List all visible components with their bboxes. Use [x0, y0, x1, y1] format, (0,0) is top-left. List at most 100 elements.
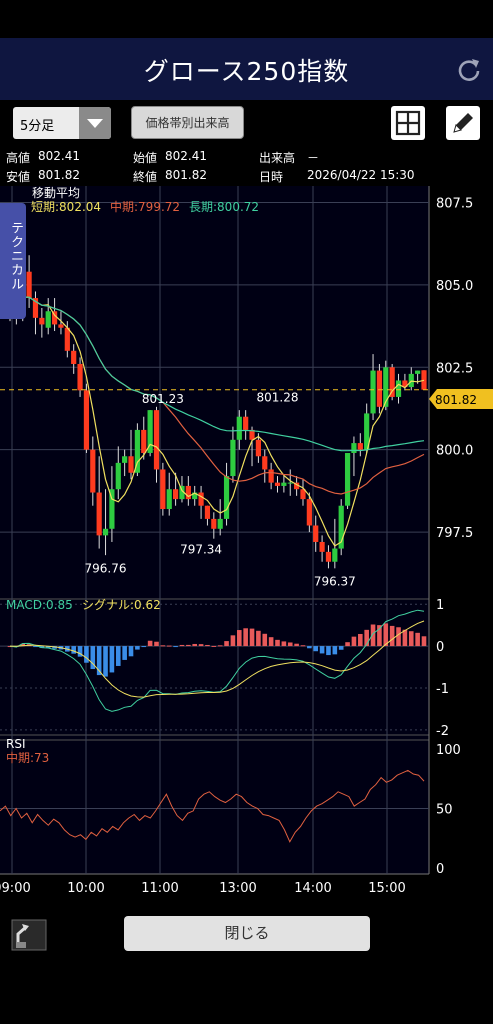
macd-histogram-bar — [294, 643, 299, 647]
candle-body — [204, 505, 211, 519]
rotate-screen-icon[interactable] — [10, 918, 48, 952]
candle-body — [122, 456, 128, 463]
x-tick-label: 14:00 — [294, 881, 331, 896]
macd-histogram-bar — [211, 645, 217, 647]
candle-body — [90, 449, 96, 493]
macd-histogram-bar — [287, 642, 293, 647]
macd-histogram-bar — [96, 646, 102, 676]
candle-body — [268, 469, 274, 483]
candle-body — [325, 551, 332, 562]
current-price-label: 801.82 — [435, 393, 477, 407]
candle-body — [153, 410, 160, 470]
candle-body — [287, 482, 293, 484]
candle-body — [173, 489, 179, 500]
technical-side-tab-label: テクニカル — [8, 221, 23, 291]
macd-histogram-bar — [39, 646, 45, 648]
high-value: 802.41 — [38, 149, 80, 163]
technical-side-tab[interactable]: テクニカル — [0, 203, 26, 319]
candle-body — [147, 410, 153, 453]
macd-histogram-bar — [77, 646, 83, 657]
current-price-tag: 801.82 — [429, 389, 493, 409]
macd-histogram-bar — [326, 646, 331, 656]
candle-body — [370, 370, 376, 414]
macd-histogram-bar — [45, 646, 51, 648]
interval-select[interactable]: 5分足 — [13, 107, 111, 139]
candle-body — [262, 456, 268, 470]
candle-body — [83, 390, 90, 450]
candle-body — [192, 492, 198, 500]
price-tick-label: 802.5 — [436, 361, 473, 376]
ma-long-legend: 長期:800.72 — [189, 200, 259, 214]
macd-histogram-bar — [396, 627, 401, 647]
candle-body — [128, 456, 134, 473]
chart-toolbar: 5分足 価格帯別出来高 — [0, 100, 493, 146]
price-tick-label: 797.5 — [436, 526, 473, 541]
macd-histogram-bar — [319, 646, 325, 654]
open-value: 802.41 — [165, 149, 207, 163]
price-info-panel: 高値 802.41 始値 802.41 出来高 － 安値 801.82 終値 8… — [0, 146, 430, 186]
candle-body — [255, 439, 261, 457]
macd-histogram-bar — [173, 646, 178, 648]
macd-histogram-bar — [192, 643, 198, 647]
candle-body — [71, 350, 77, 364]
signal-legend: シグナル:0.62 — [82, 598, 161, 612]
candle-body — [415, 370, 421, 374]
macd-histogram-bar — [141, 646, 147, 648]
candle-body — [389, 367, 395, 397]
candle-body — [338, 505, 344, 549]
macd-histogram-bar — [307, 646, 312, 649]
macd-histogram-bar — [186, 644, 191, 647]
pencil-icon[interactable] — [446, 106, 480, 140]
macd-histogram-bar — [217, 645, 223, 647]
candle-body — [351, 443, 357, 453]
rsi-legend: 中期:73 — [6, 750, 49, 765]
macd-histogram-bar — [351, 636, 357, 647]
macd-histogram-bar — [243, 628, 248, 647]
macd-histogram-bar — [160, 645, 166, 647]
macd-histogram-bar — [370, 624, 376, 647]
price-annotation: 801.28 — [257, 390, 299, 404]
macd-histogram-bar — [262, 633, 268, 647]
candle-body — [96, 492, 102, 536]
macd-histogram-bar — [389, 625, 395, 647]
close-button[interactable]: 閉じる — [124, 916, 370, 951]
candle-body — [319, 541, 325, 552]
macd-histogram-bar — [166, 645, 172, 647]
candle-body — [306, 499, 312, 526]
candle-body — [166, 489, 172, 510]
candle-body — [249, 429, 255, 440]
close-label: 終値 — [133, 170, 158, 184]
datetime-value: 2026/04/22 15:30 — [307, 168, 415, 182]
candle-body — [26, 271, 32, 299]
macd-histogram-bar — [383, 623, 389, 647]
candle-body — [223, 476, 230, 519]
low-label: 安値 — [6, 170, 31, 184]
price-annotation: 801.23 — [142, 392, 184, 406]
macd-histogram-bar — [115, 646, 121, 666]
candle-body — [281, 482, 287, 486]
candle-body — [32, 298, 39, 318]
candle-body — [198, 492, 204, 506]
volume-label: 出来高 — [259, 151, 296, 165]
macd-histogram-bar — [198, 644, 204, 647]
candle-body — [77, 363, 83, 391]
refresh-icon[interactable] — [455, 56, 483, 84]
candle-body — [141, 429, 147, 453]
volume-by-price-button[interactable]: 価格帯別出来高 — [131, 106, 244, 139]
candle-body — [332, 548, 338, 562]
rsi-tick-label: 100 — [436, 743, 461, 758]
chart-area[interactable]: 796.76 801.23 797.34 801.28 796.37 09:00 10:0… — [0, 186, 493, 900]
close-value: 801.82 — [165, 168, 207, 182]
macd-histogram-bar — [90, 646, 96, 670]
rsi-title: RSI — [6, 737, 26, 751]
grid-layout-icon[interactable] — [391, 106, 425, 140]
candle-body — [300, 489, 306, 500]
candle-body — [160, 469, 166, 510]
macd-histogram-bar — [33, 646, 38, 648]
macd-histogram-bar — [415, 632, 420, 647]
rsi-tick-label: 50 — [436, 803, 453, 818]
macd-histogram-bar — [109, 646, 115, 673]
macd-histogram-bar — [358, 633, 363, 647]
macd-histogram-bar — [224, 641, 229, 647]
